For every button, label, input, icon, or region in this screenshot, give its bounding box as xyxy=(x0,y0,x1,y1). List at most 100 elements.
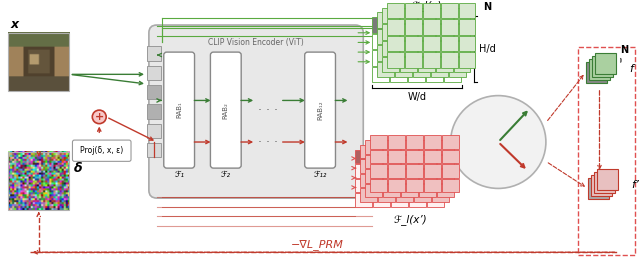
Bar xyxy=(449,62,465,77)
Bar xyxy=(373,193,390,207)
Bar xyxy=(442,164,458,178)
Bar xyxy=(449,29,465,44)
Bar xyxy=(147,104,161,119)
Bar xyxy=(413,62,430,77)
Bar xyxy=(370,135,387,149)
Bar xyxy=(432,145,449,159)
FancyBboxPatch shape xyxy=(164,52,195,168)
Bar xyxy=(588,178,609,199)
Bar xyxy=(414,174,431,188)
Bar xyxy=(436,140,454,154)
Bar xyxy=(441,52,458,68)
Bar xyxy=(595,53,616,74)
Bar xyxy=(458,19,476,35)
Bar xyxy=(431,29,447,44)
Circle shape xyxy=(451,96,546,189)
Bar xyxy=(355,164,372,178)
Bar xyxy=(400,24,417,40)
Bar xyxy=(418,57,435,73)
Bar xyxy=(365,140,382,154)
Bar xyxy=(427,179,444,192)
Bar xyxy=(444,17,461,33)
Bar xyxy=(431,62,447,77)
Bar xyxy=(383,140,400,154)
Bar xyxy=(432,189,449,202)
Bar xyxy=(147,85,161,99)
Bar xyxy=(454,8,470,23)
Bar xyxy=(378,145,395,159)
Bar xyxy=(360,145,377,159)
Bar xyxy=(396,189,413,202)
Bar xyxy=(593,172,616,193)
Bar xyxy=(427,150,444,163)
Bar xyxy=(372,17,389,33)
Bar xyxy=(426,50,443,66)
Bar xyxy=(408,17,425,33)
Bar xyxy=(401,155,418,168)
Bar xyxy=(423,36,440,51)
Bar xyxy=(436,184,454,197)
Bar xyxy=(408,50,425,66)
Bar xyxy=(405,3,422,18)
Bar xyxy=(405,52,422,68)
Bar xyxy=(432,174,449,188)
FancyBboxPatch shape xyxy=(149,25,364,198)
Bar xyxy=(454,57,470,73)
Bar xyxy=(147,124,161,138)
Bar xyxy=(423,3,440,18)
Bar xyxy=(400,40,417,56)
Text: ℱ_l(x’): ℱ_l(x’) xyxy=(393,214,427,225)
Bar xyxy=(365,155,382,168)
Bar xyxy=(388,135,405,149)
Text: RAB₁: RAB₁ xyxy=(176,102,182,118)
FancyBboxPatch shape xyxy=(305,52,335,168)
Bar xyxy=(414,189,431,202)
Bar xyxy=(406,164,423,178)
Bar xyxy=(444,67,461,82)
Text: Proj(δ, x, ε): Proj(δ, x, ε) xyxy=(80,146,124,155)
Text: CLIP Vision Encoder (ViT): CLIP Vision Encoder (ViT) xyxy=(208,38,304,47)
Bar xyxy=(409,164,426,178)
Bar xyxy=(401,169,418,183)
Bar xyxy=(454,40,470,56)
Bar xyxy=(405,19,422,35)
Text: N: N xyxy=(620,45,628,55)
Bar xyxy=(405,36,422,51)
Bar xyxy=(395,29,412,44)
Text: N: N xyxy=(483,2,492,12)
Bar xyxy=(391,193,408,207)
Bar xyxy=(373,164,390,178)
Bar xyxy=(426,17,443,33)
Bar xyxy=(413,45,430,61)
Bar xyxy=(378,160,395,173)
Bar xyxy=(423,19,440,35)
Bar xyxy=(396,145,413,159)
Bar xyxy=(449,45,465,61)
Bar xyxy=(424,164,441,178)
Bar xyxy=(436,57,452,73)
Text: +: + xyxy=(95,112,104,122)
Bar xyxy=(372,67,389,82)
Bar xyxy=(388,179,405,192)
Bar xyxy=(427,164,444,178)
Bar xyxy=(441,3,458,18)
Bar xyxy=(365,169,382,183)
Bar xyxy=(360,189,377,202)
Bar xyxy=(596,169,618,190)
Text: RAB₁₂: RAB₁₂ xyxy=(317,100,323,120)
FancyBboxPatch shape xyxy=(211,52,241,168)
FancyBboxPatch shape xyxy=(72,140,131,161)
Text: RAB₂: RAB₂ xyxy=(223,102,229,119)
Bar xyxy=(378,189,395,202)
Text: · · ·: · · · xyxy=(258,104,278,117)
Bar xyxy=(408,34,425,49)
Bar xyxy=(409,193,426,207)
Bar xyxy=(387,52,404,68)
Bar xyxy=(395,45,412,61)
Bar xyxy=(413,12,430,28)
Bar xyxy=(383,169,400,183)
Bar xyxy=(387,36,404,51)
Bar xyxy=(360,160,377,173)
Bar xyxy=(591,175,612,196)
Bar xyxy=(419,184,436,197)
